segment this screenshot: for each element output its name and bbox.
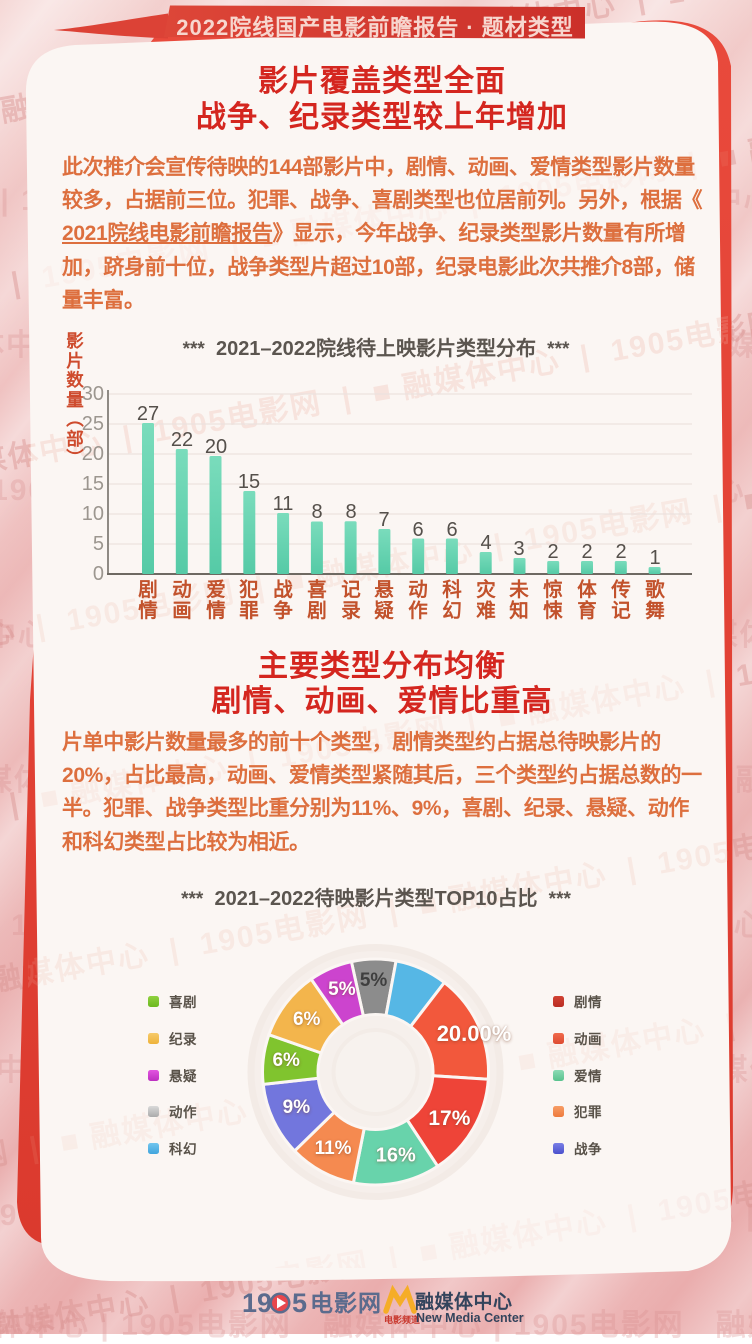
svg-text:电影网: 电影网	[310, 1290, 382, 1316]
svg-text:19: 19	[242, 1288, 272, 1318]
svg-text:5: 5	[292, 1288, 307, 1318]
svg-text:融媒体中心: 融媒体中心	[415, 1290, 513, 1313]
svg-text:电影频道: 电影频道	[384, 1314, 420, 1325]
svg-text:New Media Center: New Media Center	[416, 1311, 524, 1325]
